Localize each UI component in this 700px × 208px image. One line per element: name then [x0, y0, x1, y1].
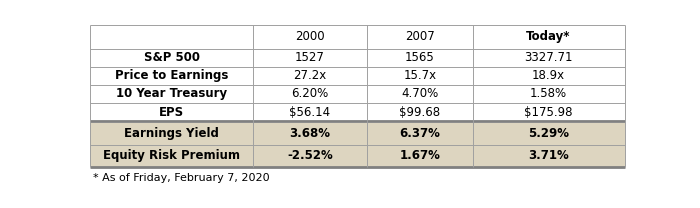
Bar — [253, 123, 367, 145]
Text: 3327.71: 3327.71 — [524, 51, 573, 64]
Text: 1565: 1565 — [405, 51, 435, 64]
Bar — [90, 25, 253, 49]
Text: 2007: 2007 — [405, 30, 435, 43]
Text: 4.70%: 4.70% — [401, 87, 438, 100]
Text: -2.52%: -2.52% — [287, 149, 332, 162]
Text: Earnings Yield: Earnings Yield — [124, 127, 219, 140]
Bar — [253, 49, 367, 67]
Bar — [90, 145, 253, 167]
Bar — [253, 85, 367, 103]
Text: $56.14: $56.14 — [289, 105, 330, 119]
Text: Equity Risk Premium: Equity Risk Premium — [103, 149, 240, 162]
Text: 27.2x: 27.2x — [293, 69, 326, 82]
Bar — [253, 145, 367, 167]
Bar — [367, 49, 472, 67]
Bar — [367, 25, 472, 49]
Text: 3.68%: 3.68% — [289, 127, 330, 140]
Bar — [90, 49, 253, 67]
Text: 2000: 2000 — [295, 30, 325, 43]
Bar — [90, 103, 253, 121]
Bar — [90, 123, 253, 145]
Text: 10 Year Treasury: 10 Year Treasury — [116, 87, 227, 100]
Bar — [367, 145, 472, 167]
Text: 1527: 1527 — [295, 51, 325, 64]
Bar — [253, 25, 367, 49]
Text: * As of Friday, February 7, 2020: * As of Friday, February 7, 2020 — [93, 173, 270, 183]
Text: 15.7x: 15.7x — [403, 69, 436, 82]
Text: $175.98: $175.98 — [524, 105, 573, 119]
Bar — [367, 67, 472, 85]
Bar — [473, 103, 624, 121]
Text: 1.67%: 1.67% — [399, 149, 440, 162]
Text: $99.68: $99.68 — [399, 105, 440, 119]
Bar — [90, 67, 253, 85]
Bar — [90, 85, 253, 103]
Bar — [473, 49, 624, 67]
Bar — [253, 67, 367, 85]
Bar — [253, 103, 367, 121]
Text: 5.29%: 5.29% — [528, 127, 569, 140]
Bar — [367, 85, 472, 103]
Text: 6.20%: 6.20% — [291, 87, 328, 100]
Bar — [90, 168, 624, 188]
Bar — [473, 85, 624, 103]
Text: 6.37%: 6.37% — [399, 127, 440, 140]
Text: Today*: Today* — [526, 30, 571, 43]
Text: EPS: EPS — [159, 105, 184, 119]
Bar — [473, 145, 624, 167]
Text: 3.71%: 3.71% — [528, 149, 569, 162]
Text: 1.58%: 1.58% — [530, 87, 567, 100]
Bar — [473, 25, 624, 49]
Bar — [367, 123, 472, 145]
Text: S&P 500: S&P 500 — [144, 51, 200, 64]
Bar — [367, 103, 472, 121]
Text: 18.9x: 18.9x — [532, 69, 565, 82]
Text: Price to Earnings: Price to Earnings — [115, 69, 228, 82]
Bar — [473, 67, 624, 85]
Bar — [473, 123, 624, 145]
